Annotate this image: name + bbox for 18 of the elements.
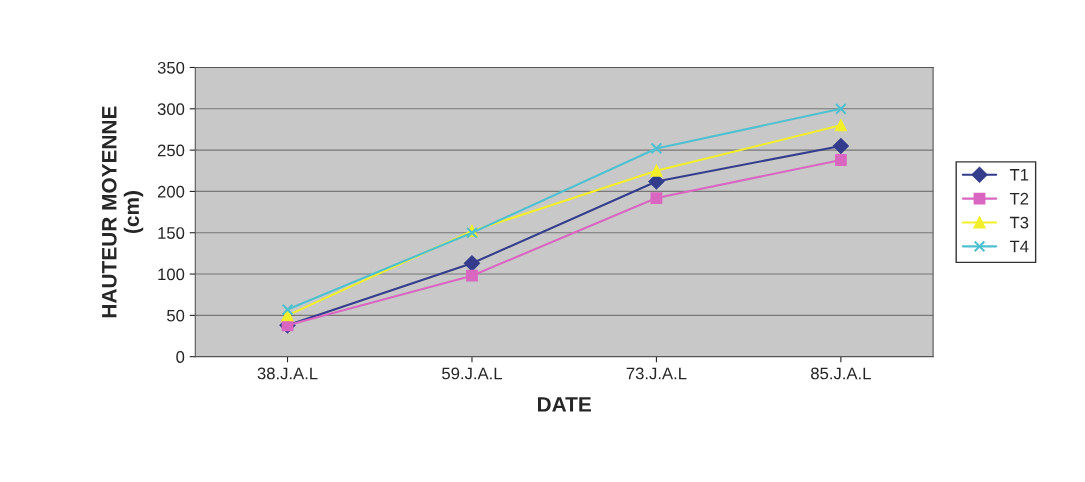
y-tick-label: 350 xyxy=(157,61,185,74)
y-tick-label: 200 xyxy=(157,185,185,198)
legend-label: T1 xyxy=(1009,169,1029,181)
y-axis-title: HAUTEUR MOYENNE (cm) xyxy=(101,106,144,318)
y-tick-label: 50 xyxy=(167,309,185,322)
x-axis-title: DATE xyxy=(538,397,591,412)
x-tick-label: 38.J.A.L xyxy=(257,367,318,380)
legend-label: T2 xyxy=(1009,192,1029,205)
x-tick-label: 59.J.A.L xyxy=(442,367,502,380)
x-tick-label: 85.J.A.L xyxy=(811,367,871,380)
legend-label: T4 xyxy=(1009,240,1029,253)
y-tick-label: 100 xyxy=(158,268,185,281)
y-tick-label: 150 xyxy=(158,227,185,239)
x-tick-label: 73.J.A.L xyxy=(626,367,687,380)
y-tick-label: 250 xyxy=(157,144,185,157)
y-tick-label: 300 xyxy=(157,103,185,115)
legend-label: T3 xyxy=(1009,216,1029,229)
y-tick-label: 0 xyxy=(176,351,185,363)
